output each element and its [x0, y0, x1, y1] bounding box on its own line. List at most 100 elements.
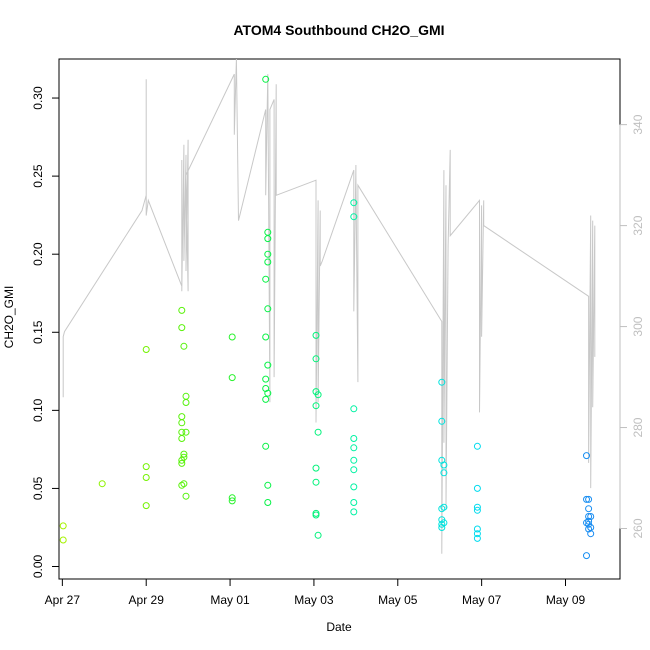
y2-axis: 260 280 300 320 340 [619, 114, 645, 539]
data-point [59, 536, 67, 544]
data-point [350, 405, 358, 413]
x-tick-label: May 01 [210, 593, 250, 607]
x-tick-label: May 09 [546, 593, 586, 607]
x-tick-label: May 05 [378, 593, 418, 607]
data-point [350, 213, 358, 221]
data-point [350, 444, 358, 452]
data-point [473, 506, 481, 514]
y-tick-label: 0.25 [31, 164, 45, 188]
data-point [473, 442, 481, 450]
data-point [264, 361, 272, 369]
y-axis-label: CH2O_GMI [2, 286, 16, 349]
data-point [438, 520, 446, 528]
data-point [178, 324, 186, 332]
data-point [180, 453, 188, 461]
data-point [473, 530, 481, 538]
data-point [228, 494, 236, 502]
scatter-points-layer [59, 75, 595, 560]
data-point [180, 480, 188, 488]
x-tick-label: May 07 [462, 593, 502, 607]
data-point [180, 342, 188, 350]
y2-tick-label: 320 [631, 215, 645, 235]
data-point [178, 481, 186, 489]
data-point [314, 428, 322, 436]
data-point [312, 478, 320, 486]
data-point [264, 258, 272, 266]
x-axis-label: Date [326, 620, 352, 634]
data-point [314, 531, 322, 539]
data-point [228, 497, 236, 505]
data-point [438, 505, 446, 513]
data-point [59, 522, 67, 530]
data-point [350, 508, 358, 516]
data-point [473, 525, 481, 533]
x-tick-label: Apr 29 [129, 593, 165, 607]
x-axis: Apr 27 Apr 29 May 01 May 03 May 05 May 07 May … [45, 578, 586, 607]
data-point [178, 419, 186, 427]
y-tick-label: 0.20 [31, 242, 45, 266]
data-point [587, 530, 595, 538]
data-point [262, 275, 270, 283]
data-point [440, 461, 448, 469]
data-point [178, 435, 186, 442]
y2-tick-label: 340 [631, 114, 645, 134]
secondary-series-line [62, 58, 596, 554]
secondary-series-layer [62, 58, 596, 554]
chart-title: ATOM4 Southbound CH2O_GMI [233, 22, 444, 38]
data-point [350, 483, 358, 491]
data-point [587, 513, 595, 520]
data-point [264, 499, 272, 506]
x-tick-label: Apr 27 [45, 593, 81, 607]
data-point [585, 495, 593, 503]
data-point [178, 459, 186, 467]
data-point [142, 463, 150, 471]
data-point [262, 375, 270, 383]
data-point [473, 484, 481, 492]
data-point [228, 374, 236, 382]
data-point [178, 306, 186, 314]
data-point [264, 389, 272, 397]
data-point [350, 199, 358, 207]
data-point [262, 333, 270, 341]
y-axis: 0.00 0.05 0.10 0.15 0.20 0.25 0.30 [31, 86, 60, 578]
data-point [583, 452, 590, 460]
y-tick-label: 0.10 [31, 398, 45, 422]
data-point [264, 235, 272, 243]
data-point [264, 305, 272, 313]
y2-tick-label: 300 [631, 316, 645, 336]
data-point [473, 534, 481, 542]
y2-tick-label: 260 [631, 518, 645, 538]
data-point [98, 480, 106, 488]
data-point [583, 519, 590, 527]
data-point [142, 474, 150, 481]
data-point [264, 250, 272, 258]
data-point [142, 346, 150, 353]
y-tick-label: 0.05 [31, 476, 45, 500]
x-tick-label: May 03 [294, 593, 334, 607]
data-point [262, 395, 270, 403]
data-point [440, 469, 448, 477]
data-point [438, 417, 446, 425]
y2-tick-label: 280 [631, 417, 645, 437]
data-point [262, 442, 270, 450]
data-point [312, 331, 320, 339]
data-point [583, 552, 590, 560]
data-point [182, 428, 190, 436]
data-point [438, 378, 446, 386]
data-point [585, 505, 593, 513]
data-point [142, 502, 150, 510]
data-point [314, 391, 322, 399]
data-point [350, 456, 358, 464]
data-point [182, 492, 190, 500]
data-point [585, 513, 593, 520]
data-point [440, 519, 448, 527]
data-point [440, 503, 448, 511]
data-point [473, 503, 481, 511]
data-point [228, 333, 236, 341]
y-tick-label: 0.15 [31, 320, 45, 344]
data-point [350, 435, 358, 442]
data-point [312, 355, 320, 363]
data-point [180, 450, 188, 458]
